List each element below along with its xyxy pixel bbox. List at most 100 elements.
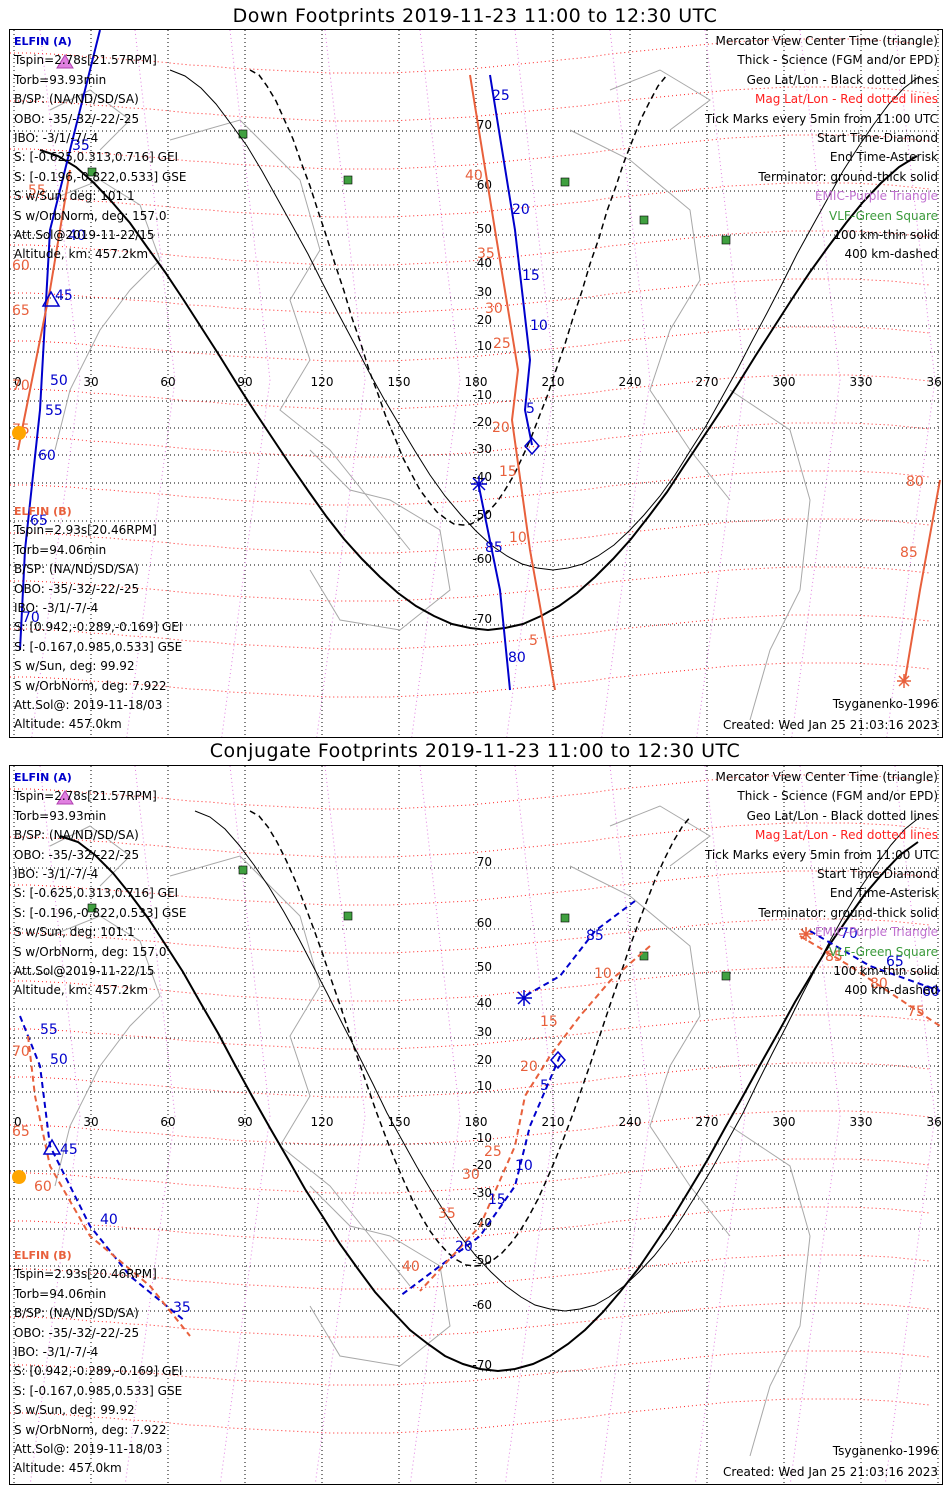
lat-label: 40 xyxy=(477,996,492,1010)
elfin-a-info: ELFIN (A) Tspin=2.78s[21.57RPM] Torb=93.… xyxy=(14,768,187,1001)
legend-mag: Mag Lat/Lon - Red dotted lines xyxy=(754,828,938,843)
mag-meridian xyxy=(316,30,366,737)
elfin-b-track-west xyxy=(27,1035,191,1337)
elfin-b-tick-label: 20 xyxy=(492,420,510,436)
lon-label: 240 xyxy=(619,1115,642,1129)
vlf-station-icon xyxy=(639,215,649,225)
start-diamond-icon xyxy=(524,436,540,456)
lat-label: -40 xyxy=(472,470,492,484)
elfin-b-tick-label: 65 xyxy=(12,1124,30,1140)
lon-label: 0 xyxy=(14,375,22,389)
lon-label: 360 xyxy=(927,1115,942,1129)
mag-parallel xyxy=(10,1014,931,1050)
legend-geo: Geo Lat/Lon - Black dotted lines xyxy=(746,72,938,87)
vlf-station-icon xyxy=(721,971,731,981)
legend-ticks: Tick Marks every 5min from 11:00 UTC xyxy=(704,847,938,862)
legend: Mercator View Center Time (triangle) Thi… xyxy=(705,768,938,1001)
mag-parallel xyxy=(10,518,931,554)
lat-label: -60 xyxy=(472,552,492,566)
elfin-b-tick-label: 15 xyxy=(540,1014,558,1030)
info-line: S: [0.942,-0.289,-0.169] GEI xyxy=(14,620,183,635)
legend-thin: 100 km-thin solid xyxy=(833,964,938,979)
info-line: Tspin=2.78s[21.57RPM] xyxy=(14,53,157,68)
lon-label: 270 xyxy=(696,375,719,389)
mag-parallel xyxy=(10,966,931,1002)
terminator-100km xyxy=(194,810,921,1312)
elfin-a-info: ELFIN (A) Tspin=2.78s[21.57RPM] Torb=93.… xyxy=(14,32,187,265)
coastline xyxy=(49,825,131,887)
mag-meridian xyxy=(126,30,176,737)
legend-emic: EMIC-Purple Triangle xyxy=(814,189,938,204)
info-line: S w/Sun, deg: 101.1 xyxy=(14,925,135,940)
lat-label: -70 xyxy=(472,612,492,626)
legend-thick: Thick - Science (FGM and/or EPD) xyxy=(737,789,938,804)
elfin-b-tick-label: 15 xyxy=(499,464,517,480)
elfin-a-tick-label: 55 xyxy=(45,403,63,419)
mag-parallel xyxy=(10,470,931,506)
coastline xyxy=(169,855,411,1287)
info-line: B/SP: (NA/ND/SD/SA) xyxy=(14,562,139,577)
info-line: S: [-0.196,-0.822,0.533] GSE xyxy=(14,169,187,184)
vlf-station-icon xyxy=(560,913,570,923)
conjugate-footprints-map: 0 30 60 90 120 150 180 210 240 270 300 330 360 70 60 50… xyxy=(10,766,942,1484)
info-line: Tspin=2.78s[21.57RPM] xyxy=(14,789,157,804)
lat-label: 70 xyxy=(477,118,492,132)
lat-label: 30 xyxy=(477,1025,492,1039)
lon-label: 30 xyxy=(83,375,98,389)
elfin-a-tick-label: 85 xyxy=(586,928,604,944)
legend-terminator: Terminator: ground-thick solid xyxy=(758,905,938,920)
elfin-a-tick-label: 10 xyxy=(515,1158,533,1174)
elfin-a-tick-label: 60 xyxy=(38,448,56,464)
info-line: IBO: -3/1/-7/-4 xyxy=(14,601,99,616)
mag-meridian xyxy=(601,30,651,737)
info-line: OBO: -35/-32/-22/-25 xyxy=(14,581,140,596)
lat-label: 40 xyxy=(477,256,492,270)
mag-meridian xyxy=(696,30,746,737)
end-asterisk-icon xyxy=(516,990,532,1006)
elfin-b-tick-label: 30 xyxy=(485,301,503,317)
elfin-b-tick-label: 80 xyxy=(870,976,888,992)
mag-parallel xyxy=(10,374,931,410)
mag-parallel xyxy=(10,1302,931,1338)
elfin-a-tick-label: 40 xyxy=(68,228,86,244)
elfin-a-tick-label: 50 xyxy=(50,1052,68,1068)
elfin-b-info: ELFIN (B) Tspin=2.93s[20.46RPM] Torb=94.… xyxy=(14,502,182,735)
legend-center: Mercator View Center Time (triangle) xyxy=(715,770,938,784)
coastline xyxy=(729,1125,811,1457)
elfin-b-tick-label: 25 xyxy=(484,1144,502,1160)
mag-meridian xyxy=(409,766,461,1484)
elfin-a-tick-label: 45 xyxy=(55,288,73,304)
elfin-a-tick-label: 60 xyxy=(922,984,940,1000)
elfin-b-tick-label: 55 xyxy=(28,183,46,199)
vlf-station-icon xyxy=(721,235,731,245)
mag-parallel xyxy=(10,774,931,810)
lat-label: 20 xyxy=(477,313,492,327)
info-line: S: [0.942,-0.289,-0.169] GEI xyxy=(14,1364,183,1379)
info-line: S: [-0.167,0.985,0.533] GSE xyxy=(14,1383,183,1398)
elfin-a-tick-label: 85 xyxy=(485,540,503,556)
elfin-a-tick-label: 45 xyxy=(60,1142,78,1158)
lat-label: -20 xyxy=(472,1158,492,1172)
lon-label: 150 xyxy=(388,375,411,389)
lon-label: 90 xyxy=(237,375,252,389)
mag-meridian xyxy=(506,30,556,737)
info-line: OBO: -35/-32/-22/-25 xyxy=(14,111,140,126)
legend-end: End Time-Asterisk xyxy=(829,886,938,901)
lon-label: 150 xyxy=(388,1115,411,1129)
lon-label: 60 xyxy=(160,375,175,389)
elfin-a-tick-label: 50 xyxy=(50,373,68,389)
mag-parallel xyxy=(10,1350,931,1386)
lat-label: -10 xyxy=(472,388,492,402)
elfin-b-tick-label: 35 xyxy=(438,1206,456,1222)
elfin-a-track xyxy=(524,900,636,997)
elfin-b-tick-label: 60 xyxy=(34,1179,52,1195)
lat-label: -50 xyxy=(472,508,492,522)
coastline xyxy=(569,865,731,1237)
mag-parallel xyxy=(10,278,931,314)
legend-dashed: 400 km-dashed xyxy=(844,983,938,998)
mag-meridian xyxy=(29,766,81,1484)
elfin-b-tick-label: 80 xyxy=(906,474,924,490)
mag-parallel xyxy=(10,870,931,906)
model-label: Tsyganenko-1996 xyxy=(832,1444,938,1458)
info-line: Att.Sol@: 2019-11-18/03 xyxy=(14,698,163,713)
